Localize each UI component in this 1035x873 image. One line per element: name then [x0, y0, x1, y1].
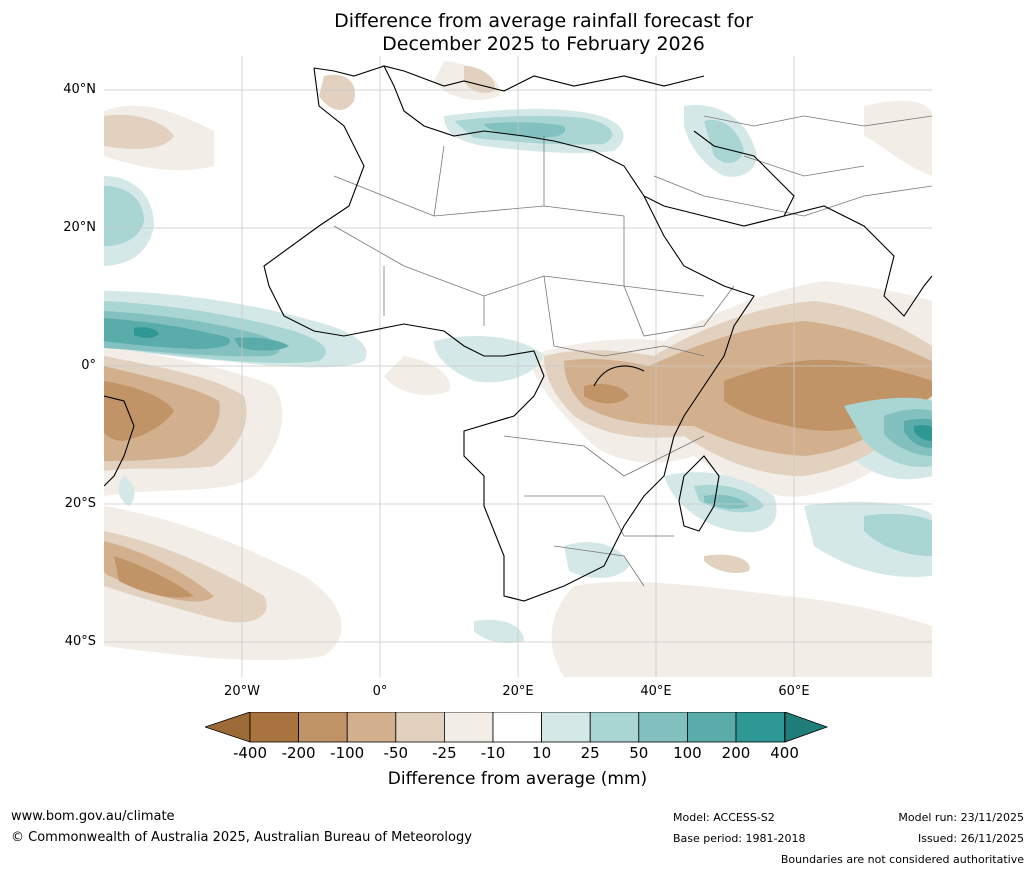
footer-website[interactable]: www.bom.gov.au/climate: [11, 809, 175, 824]
footer-issued: Issued: 26/11/2025: [917, 832, 1024, 845]
legend-bin-4: [443, 712, 494, 743]
legend-bin-3: [395, 712, 445, 743]
legend-tick-label: 100: [673, 744, 702, 762]
legend-bin-0: [249, 712, 299, 743]
legend-tick-label: 10: [532, 744, 552, 762]
legend-arrow-above: [784, 712, 829, 743]
lat-label-equator: 0°: [81, 358, 96, 373]
legend-tick-label: -10: [480, 744, 506, 762]
legend-arrow-below: [205, 712, 251, 743]
coastlines: [104, 65, 932, 602]
legend-bin-5: [492, 712, 542, 743]
legend-bin-7: [589, 712, 640, 743]
lon-label-0: 0°: [372, 684, 388, 699]
lat-label-20n: 20°N: [63, 220, 96, 235]
lat-label-40s: 40°S: [64, 634, 96, 649]
legend-tick-label: -400: [232, 744, 268, 762]
lon-label-40e: 40°E: [640, 684, 672, 699]
legend-tick-label: -100: [330, 744, 365, 762]
wet-anomaly-extreme: [134, 327, 932, 441]
footer-model-run: Model run: 23/11/2025: [898, 811, 1024, 824]
legend-tick-label: -50: [383, 744, 409, 762]
legend-tick-label: 400: [770, 744, 799, 762]
map-title-line-1: Difference from average rainfall forecas…: [334, 10, 753, 32]
footer-boundaries-note: Boundaries are not considered authoritat…: [780, 853, 1024, 866]
footer-copyright: © Commonwealth of Australia 2025, Austra…: [11, 830, 472, 845]
legend-tick-label: 50: [629, 744, 649, 762]
lon-label-20e: 20°E: [502, 684, 534, 699]
legend-tick-label: 25: [580, 744, 600, 762]
graticule: [104, 56, 932, 677]
legend-tick-label: -25: [432, 744, 457, 762]
legend-title: Difference from average (mm): [387, 769, 648, 789]
lat-label-40n: 40°N: [63, 82, 96, 97]
lat-label-20s: 20°S: [64, 496, 96, 511]
country-borders: [333, 115, 932, 587]
legend-bin-2: [346, 712, 397, 743]
footer-model: Model: ACCESS-S2: [673, 811, 775, 824]
legend-bin-9: [686, 712, 737, 743]
footer-base-period: Base period: 1981-2018: [673, 832, 806, 845]
map-title: Difference from average rainfall forecas…: [0, 10, 1035, 56]
legend-tick-label: 200: [721, 744, 751, 762]
rainfall-anomaly-map: [104, 56, 932, 677]
legend-bin-1: [298, 712, 348, 743]
legend-bin-6: [541, 712, 591, 743]
lon-label-20w: 20°W: [224, 684, 260, 699]
lon-label-60e: 60°E: [778, 684, 810, 699]
legend-bin-8: [638, 712, 688, 743]
map-title-line-2: December 2025 to February 2026: [382, 33, 705, 55]
legend-bin-10: [735, 712, 785, 743]
legend-tick-label: -200: [281, 744, 316, 762]
legend-colorbar: [205, 712, 829, 743]
